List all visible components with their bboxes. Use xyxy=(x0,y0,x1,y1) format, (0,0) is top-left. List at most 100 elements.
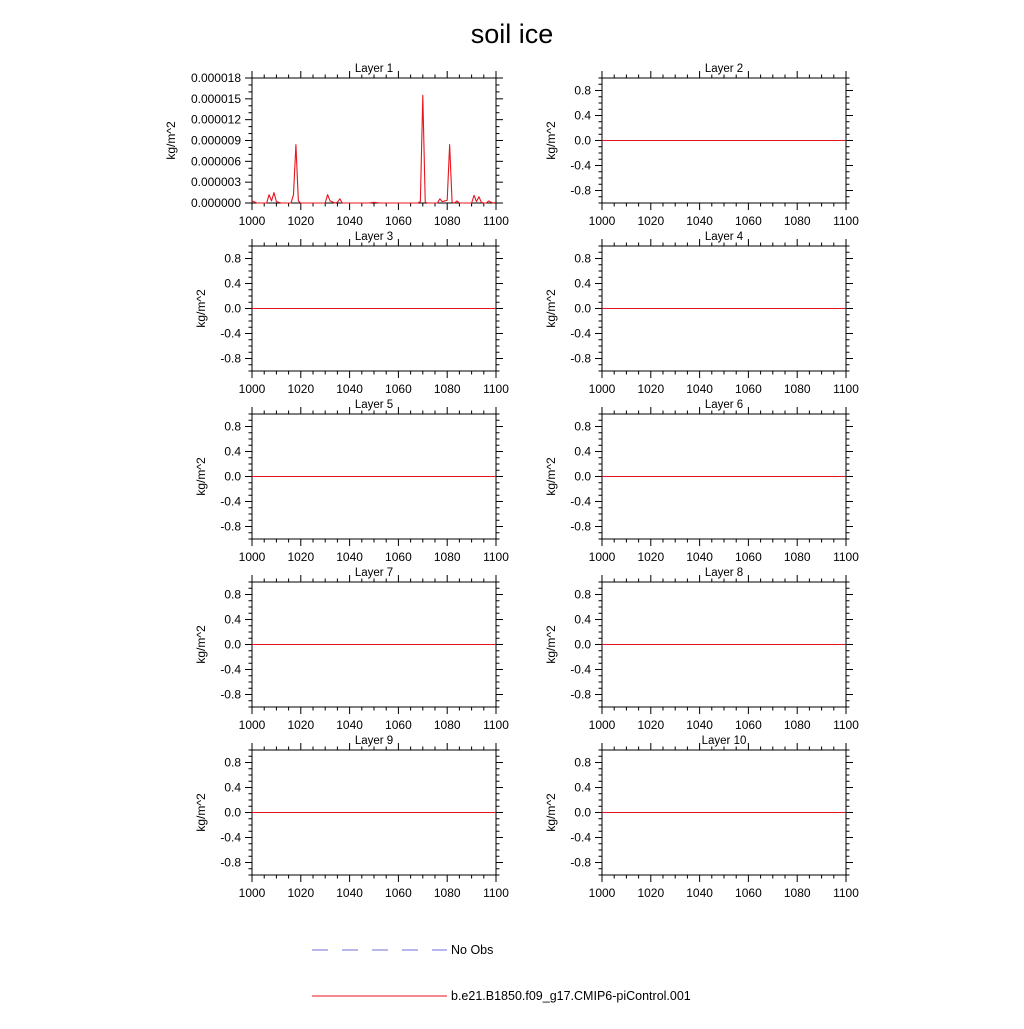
x-tick-label: 1040 xyxy=(686,382,713,396)
x-tick-label: 1040 xyxy=(336,718,363,732)
x-tick-label: 1040 xyxy=(686,214,713,228)
y-tick-label: -0.4 xyxy=(570,495,591,509)
plot-frame xyxy=(251,77,497,204)
y-tick-label: -0.4 xyxy=(570,159,591,173)
y-axis-label: kg/m^2 xyxy=(544,121,558,160)
x-tick-label: 1100 xyxy=(483,382,509,396)
series-line-model xyxy=(251,94,497,204)
x-tick-label: 1060 xyxy=(735,214,762,228)
y-tick-label: -0.8 xyxy=(220,856,241,870)
y-tick-label: -0.8 xyxy=(570,520,591,534)
y-tick-label: 0.000018 xyxy=(191,71,241,85)
x-tick-label: 1020 xyxy=(287,214,314,228)
legend-label: b.e21.B1850.f09_g17.CMIP6-piControl.001 xyxy=(451,989,691,1003)
y-tick-label: 0.000003 xyxy=(191,175,241,189)
x-tick-label: 1100 xyxy=(833,886,859,900)
x-tick-label: 1000 xyxy=(239,718,266,732)
x-tick-label: 1000 xyxy=(589,550,616,564)
y-tick-label: 0.0 xyxy=(574,302,591,316)
y-tick-label: -0.4 xyxy=(220,495,241,509)
x-tick-label: 1100 xyxy=(833,382,859,396)
y-tick-label: 0.4 xyxy=(224,445,241,459)
x-tick-label: 1060 xyxy=(385,550,412,564)
y-tick-label: 0.8 xyxy=(224,420,241,434)
y-axis-label: kg/m^2 xyxy=(544,793,558,832)
x-tick-label: 1080 xyxy=(434,886,461,900)
panel-title: Layer 2 xyxy=(705,63,743,75)
y-tick-label: 0.8 xyxy=(574,756,591,770)
y-axis-label: kg/m^2 xyxy=(544,289,558,328)
panel-title: Layer 9 xyxy=(355,735,393,747)
y-tick-label: 0.8 xyxy=(224,252,241,266)
y-tick-label: 0.0 xyxy=(574,134,591,148)
y-tick-label: 0.4 xyxy=(224,613,241,627)
y-axis-label: kg/m^2 xyxy=(194,793,208,832)
x-tick-label: 1080 xyxy=(784,550,811,564)
x-tick-label: 1040 xyxy=(336,382,363,396)
panel-layer-3: Layer 3 kg/m^2 1000 1020 1040 1060 1080 1100 -0.… xyxy=(194,231,509,396)
y-tick-label: 0.0 xyxy=(224,470,241,484)
y-tick-label: 0.8 xyxy=(574,84,591,98)
x-tick-label: 1100 xyxy=(483,550,509,564)
panel-layer-6: Layer 6 kg/m^2 1000 1020 1040 1060 1080 1100 -0.… xyxy=(544,399,859,564)
x-tick-label: 1080 xyxy=(434,718,461,732)
x-tick-label: 1080 xyxy=(434,214,461,228)
x-tick-label: 1040 xyxy=(336,886,363,900)
x-tick-label: 1100 xyxy=(483,718,509,732)
panel-layer-5: Layer 5 kg/m^2 1000 1020 1040 1060 1080 1100 -0.… xyxy=(194,399,509,564)
x-tick-label: 1080 xyxy=(784,382,811,396)
legend-entry-obs: No Obs xyxy=(312,943,493,957)
y-tick-label: 0.4 xyxy=(224,277,241,291)
x-tick-label: 1100 xyxy=(833,718,859,732)
x-tick-label: 1100 xyxy=(833,214,859,228)
y-tick-label: -0.4 xyxy=(220,663,241,677)
panel-title: Layer 3 xyxy=(355,231,393,243)
panel-layer-1: Layer 1 kg/m^2 1000 1020 1040 1060 1080 1100 0.0… xyxy=(164,63,509,228)
legend-label: No Obs xyxy=(451,943,493,957)
y-tick-label: -0.8 xyxy=(570,856,591,870)
panel-layer-8: Layer 8 kg/m^2 1000 1020 1040 1060 1080 1100 -0.… xyxy=(544,567,859,732)
y-tick-label: 0.000000 xyxy=(191,196,241,210)
y-tick-label: 0.4 xyxy=(574,445,591,459)
x-tick-label: 1000 xyxy=(239,382,266,396)
x-tick-label: 1060 xyxy=(735,886,762,900)
x-tick-label: 1080 xyxy=(784,214,811,228)
y-axis-label: kg/m^2 xyxy=(164,121,178,160)
y-tick-label: 0.0 xyxy=(574,806,591,820)
x-tick-label: 1100 xyxy=(483,886,509,900)
y-axis-label: kg/m^2 xyxy=(544,457,558,496)
x-tick-label: 1020 xyxy=(637,718,664,732)
y-tick-label: -0.8 xyxy=(220,688,241,702)
y-tick-label: -0.4 xyxy=(220,831,241,845)
y-tick-label: 0.8 xyxy=(574,252,591,266)
y-tick-label: 0.000015 xyxy=(191,92,241,106)
x-tick-label: 1060 xyxy=(735,550,762,564)
y-axis-label: kg/m^2 xyxy=(194,625,208,664)
x-tick-label: 1040 xyxy=(336,214,363,228)
y-tick-label: 0.000009 xyxy=(191,134,241,148)
y-tick-label: 0.4 xyxy=(574,781,591,795)
x-tick-label: 1020 xyxy=(287,718,314,732)
y-tick-label: -0.4 xyxy=(570,327,591,341)
y-tick-label: 0.0 xyxy=(224,302,241,316)
y-axis-label: kg/m^2 xyxy=(544,625,558,664)
x-tick-label: 1020 xyxy=(637,550,664,564)
y-tick-label: 0.0 xyxy=(574,638,591,652)
panel-layer-10: Layer 10 kg/m^2 1000 1020 1040 1060 1080 1100 -0… xyxy=(544,735,859,900)
x-tick-label: 1060 xyxy=(735,718,762,732)
x-tick-label: 1000 xyxy=(239,886,266,900)
y-tick-label: -0.8 xyxy=(570,184,591,198)
x-tick-label: 1000 xyxy=(239,550,266,564)
y-tick-label: -0.4 xyxy=(570,831,591,845)
y-tick-label: -0.8 xyxy=(220,352,241,366)
y-tick-label: 0.8 xyxy=(224,588,241,602)
y-tick-label: 0.8 xyxy=(574,420,591,434)
x-tick-label: 1000 xyxy=(589,382,616,396)
y-tick-label: -0.4 xyxy=(220,327,241,341)
x-tick-label: 1000 xyxy=(589,718,616,732)
panel-layer-9: Layer 9 kg/m^2 1000 1020 1040 1060 1080 1100 -0.… xyxy=(194,735,509,900)
x-tick-label: 1040 xyxy=(336,550,363,564)
x-tick-label: 1000 xyxy=(589,214,616,228)
